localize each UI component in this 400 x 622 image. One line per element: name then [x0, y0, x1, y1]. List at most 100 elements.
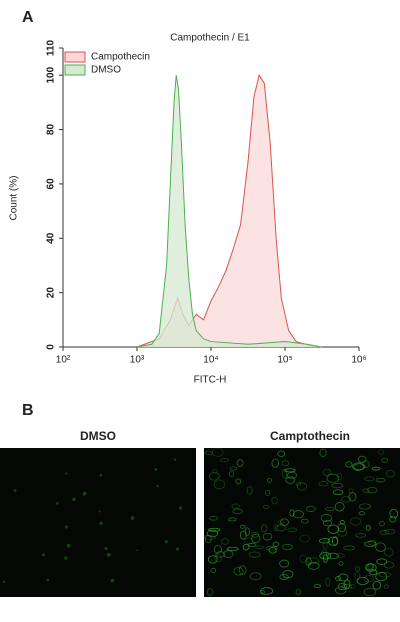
- cell: [204, 534, 212, 544]
- x-tick-label: 10⁴: [203, 355, 218, 366]
- cell: [365, 524, 371, 531]
- legend-swatch: [64, 51, 86, 63]
- x-tick-label: 10²: [56, 355, 71, 366]
- cell: [207, 555, 218, 564]
- cell: [282, 570, 294, 579]
- cell: [389, 515, 397, 523]
- cell: [65, 472, 68, 475]
- cell: [208, 527, 221, 532]
- cell: [375, 542, 386, 552]
- cell: [383, 584, 389, 589]
- cell: [292, 510, 304, 519]
- panel-label: A: [22, 9, 34, 26]
- cell: [215, 551, 226, 558]
- cell: [322, 539, 328, 550]
- cell: [364, 476, 375, 482]
- cell: [64, 556, 68, 560]
- cell: [327, 524, 340, 534]
- cell: [13, 489, 17, 493]
- cell: [246, 486, 253, 495]
- cell: [356, 577, 369, 586]
- x-tick-label: 10⁶: [351, 355, 366, 366]
- cell: [206, 588, 214, 596]
- cell: [251, 531, 260, 538]
- cell: [343, 579, 351, 589]
- cell: [244, 537, 254, 545]
- legend-label: DMSO: [91, 65, 121, 76]
- y-tick-label: 0: [46, 344, 57, 350]
- cell: [104, 546, 108, 551]
- cell: [262, 532, 273, 541]
- cell: [348, 492, 357, 502]
- x-axis-label: FITC-H: [194, 375, 227, 386]
- cell: [363, 587, 377, 597]
- cell: [206, 529, 219, 538]
- cell: [212, 468, 218, 474]
- cell: [99, 474, 103, 477]
- cell: [175, 547, 180, 551]
- cell: [332, 536, 339, 546]
- cell: [339, 520, 345, 525]
- cell: [363, 575, 375, 583]
- y-tick-label: 60: [46, 178, 57, 190]
- cell: [372, 580, 382, 590]
- cell: [173, 458, 177, 461]
- cell: [345, 461, 353, 468]
- cell: [367, 486, 378, 494]
- cell: [300, 518, 309, 524]
- cell: [208, 472, 220, 481]
- cell: [98, 510, 101, 513]
- cell: [277, 450, 286, 457]
- cell: [335, 553, 345, 558]
- cell: [275, 524, 286, 532]
- cell: [296, 482, 308, 491]
- cell: [229, 470, 235, 478]
- image-label: DMSO: [80, 429, 116, 443]
- x-tick-label: 10³: [130, 355, 145, 366]
- cell: [355, 533, 367, 538]
- cell: [271, 458, 280, 468]
- cell: [221, 538, 230, 545]
- cell: [214, 554, 223, 563]
- cell: [239, 530, 247, 540]
- cell: [203, 534, 216, 540]
- cell: [335, 576, 342, 582]
- y-tick-label: 80: [46, 124, 57, 136]
- cell: [340, 496, 352, 503]
- cell: [318, 538, 331, 544]
- y-tick-label: 20: [46, 287, 57, 299]
- cell: [273, 524, 279, 532]
- cell: [210, 567, 217, 574]
- cell: [389, 508, 399, 519]
- cell: [325, 506, 335, 512]
- cell: [378, 571, 392, 578]
- cell: [227, 517, 237, 522]
- y-tick-label: 40: [46, 232, 57, 244]
- cell: [289, 509, 295, 517]
- cell: [154, 467, 158, 471]
- cell: [231, 503, 240, 510]
- cell: [281, 460, 290, 467]
- cell: [320, 513, 332, 523]
- cell: [248, 551, 261, 558]
- cell: [213, 479, 226, 490]
- cell: [164, 539, 168, 544]
- image-label: Camptothecin: [270, 429, 350, 443]
- y-axis-label: Count (%): [9, 175, 20, 220]
- cell: [82, 491, 87, 496]
- cell: [375, 572, 388, 582]
- cell: [375, 477, 386, 483]
- cell: [287, 527, 298, 532]
- cell: [385, 529, 396, 535]
- cell: [379, 521, 385, 527]
- cell: [379, 530, 390, 536]
- y-tick-label: 110: [46, 39, 57, 56]
- cell: [220, 457, 230, 463]
- cell: [306, 505, 316, 513]
- cell: [332, 489, 344, 496]
- cell: [322, 468, 332, 477]
- cell: [318, 481, 329, 487]
- legend-label: Campothecin: [91, 52, 150, 63]
- cell: [371, 466, 381, 471]
- cell: [262, 505, 270, 509]
